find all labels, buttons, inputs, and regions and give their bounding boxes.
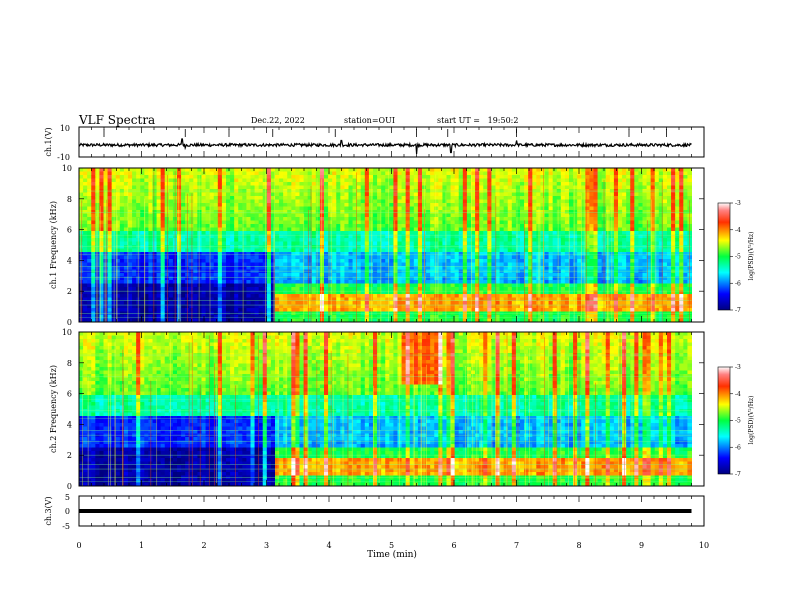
frequency-tick-label: 2: [67, 451, 72, 460]
colorbar-tick-label: -4: [735, 227, 741, 234]
frequency-tick-label: 2: [67, 287, 72, 296]
ch2-spectrogram-ylabel: ch.2 Frequency (kHz): [49, 365, 58, 453]
time-tick-label: 6: [451, 541, 456, 550]
ch1-waveform-ylabel: ch.1(V): [44, 127, 53, 156]
frequency-tick-label: 0: [67, 482, 72, 491]
time-tick-label: 5: [389, 541, 394, 550]
time-tick-label: 4: [326, 541, 331, 550]
ch1-colorbar: -3 -4 -5 -6 -7 log(PSD)(V²/Hz): [717, 200, 755, 314]
ch1-waveform-ticks: [78, 127, 705, 157]
ch2-spectrogram-panel: 0 2 4 6 8 10 ch.2 Frequency (kHz): [49, 328, 705, 491]
ch2-spectrogram-ticks: [78, 331, 705, 487]
ch3-ytick-bottom: -5: [62, 522, 70, 531]
colorbar-tick-label: -5: [735, 418, 741, 425]
colorbar-tick-label: -7: [735, 307, 741, 314]
time-tick-label: 8: [576, 541, 581, 550]
ch1-colorbar-scale: [717, 202, 731, 311]
frequency-tick-label: 6: [67, 226, 72, 235]
ch1-ytick-top: 10: [60, 124, 70, 133]
colorbar-tick-label: -3: [735, 364, 741, 371]
time-tick-label: 2: [201, 541, 206, 550]
colorbar-tick-label: -4: [735, 391, 741, 398]
ch1-ytick-bottom: -10: [57, 153, 70, 162]
ch1-colorbar-label: log(PSD)(V²/Hz): [748, 232, 755, 281]
ch1-spectrogram-image: [79, 168, 692, 322]
frequency-tick-label: 8: [67, 195, 72, 204]
frequency-tick-label: 4: [67, 256, 72, 265]
colorbar-tick-label: -5: [735, 254, 741, 261]
ch3-waveform-ylabel: ch.3(V): [44, 496, 53, 525]
ch2-colorbar-scale: [717, 366, 731, 475]
time-tick-label: 3: [264, 541, 269, 550]
ch1-spectrogram-ticks: [78, 167, 705, 323]
ch3-waveform-ticks: [78, 496, 705, 526]
station-label: station=OUI: [344, 116, 395, 125]
ch3-ytick-mid: 0: [65, 507, 70, 516]
figure-title: VLF Spectra: [79, 113, 156, 127]
ch1-spectrogram-ylabel: ch.1 Frequency (kHz): [49, 201, 58, 289]
time-tick-label: 7: [514, 541, 519, 550]
time-axis-tick-labels: 0 1 2 3 4 5 6 7 8 9 10: [76, 541, 709, 550]
time-tick-label: 10: [699, 541, 709, 550]
time-tick-label: 0: [76, 541, 81, 550]
ch1-spectrogram-panel: 0 2 4 6 8 10 ch.1 Frequency (kHz): [49, 164, 705, 327]
colorbar-tick-label: -6: [735, 280, 741, 287]
frequency-tick-label: 8: [67, 359, 72, 368]
ch3-waveform-trace: [79, 509, 692, 513]
ch1-waveform-trace: [78, 129, 692, 155]
ch3-waveform-panel: 5 0 -5 ch.3(V): [44, 493, 705, 531]
colorbar-tick-label: -6: [735, 444, 741, 451]
ch1-waveform-panel: 10 -10 ch.1(V): [44, 124, 705, 162]
ch1-colorbar-ticks: -3 -4 -5 -6 -7: [730, 200, 741, 314]
ch2-colorbar-ticks: -3 -4 -5 -6 -7: [730, 364, 741, 478]
ch2-colorbar: -3 -4 -5 -6 -7 log(PSD)(V²/Hz): [717, 364, 755, 478]
frequency-tick-label: 10: [62, 164, 72, 173]
colorbar-tick-label: -3: [735, 200, 741, 207]
ch2-spectrogram-image: [79, 332, 692, 486]
start-time-label: start UT = 19:50:2: [437, 116, 519, 125]
ch2-colorbar-label: log(PSD)(V²/Hz): [748, 396, 755, 445]
time-tick-label: 1: [139, 541, 144, 550]
ch1-frequency-tick-labels: 0 2 4 6 8 10: [62, 164, 72, 327]
colorbar-tick-label: -7: [735, 471, 741, 478]
date-label: Dec.22, 2022: [251, 116, 305, 125]
frequency-tick-label: 0: [67, 318, 72, 327]
time-axis-label: Time (min): [367, 549, 417, 560]
time-tick-label: 9: [639, 541, 644, 550]
ch3-ytick-top: 5: [65, 493, 70, 502]
frequency-tick-label: 6: [67, 390, 72, 399]
frequency-tick-label: 4: [67, 420, 72, 429]
frequency-tick-label: 10: [62, 328, 72, 337]
ch2-frequency-tick-labels: 0 2 4 6 8 10: [62, 328, 72, 491]
